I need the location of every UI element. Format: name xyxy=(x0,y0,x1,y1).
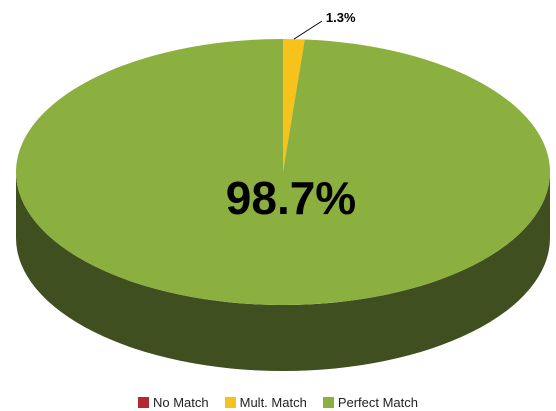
legend: No Match Mult. Match Perfect Match xyxy=(0,395,556,410)
pie-chart-canvas: 1.3% 98.7% xyxy=(15,10,550,371)
legend-swatch-perfect-match xyxy=(322,397,334,408)
legend-item-mult-match: Mult. Match xyxy=(224,395,307,410)
legend-swatch-mult-match xyxy=(224,397,236,408)
legend-item-no-match: No Match xyxy=(137,395,209,410)
data-label-mult-match: 1.3% xyxy=(326,10,356,25)
legend-item-perfect-match: Perfect Match xyxy=(322,395,419,410)
legend-label-no-match: No Match xyxy=(152,395,209,410)
slice-perfect-match xyxy=(15,39,550,305)
legend-label-perfect-match: Perfect Match xyxy=(337,395,419,410)
legend-swatch-no-match xyxy=(137,397,149,408)
pie-side-wall xyxy=(16,172,550,371)
legend-label-mult-match: Mult. Match xyxy=(239,395,307,410)
data-label-perfect-match: 98.7% xyxy=(226,172,356,224)
leader-line-mult-match xyxy=(293,20,323,40)
slice-mult-match xyxy=(283,39,305,172)
